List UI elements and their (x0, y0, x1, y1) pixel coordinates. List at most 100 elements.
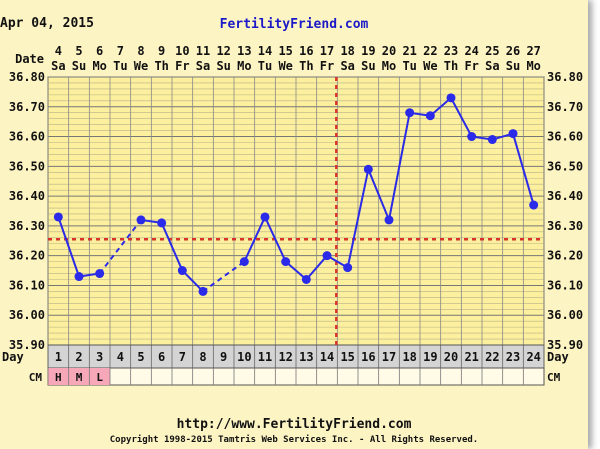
date-label: 15 (278, 44, 292, 58)
temperature-point (74, 272, 84, 282)
y-tick-label-left: 36.50 (9, 159, 45, 173)
temperature-point (363, 164, 373, 174)
series-segment-dashed (98, 219, 142, 275)
series-segment (243, 216, 266, 263)
weekday-label: Su (506, 59, 520, 73)
series-segment (512, 133, 535, 206)
temperature-point (301, 274, 311, 284)
y-tick-label-right: 36.20 (547, 249, 583, 263)
y-tick-label-left: 36.10 (9, 278, 45, 292)
y-tick-label-right: 36.70 (547, 100, 583, 114)
temperature-point (529, 200, 539, 210)
weekday-label: Su (361, 59, 375, 73)
date-label: 9 (158, 44, 165, 58)
cm-value: M (76, 371, 83, 384)
footer-url[interactable]: http://www.FertilityFriend.com (176, 417, 412, 432)
cycle-day-label: 1 (55, 350, 62, 364)
weekday-label: Mo (526, 59, 540, 73)
y-tick-label-left: 36.30 (9, 219, 45, 233)
weekday-label: Sa (196, 59, 210, 73)
footer-copyright: Copyright 1998-2015 Tamtris Web Services… (109, 435, 479, 445)
cycle-day-label: 2 (75, 350, 82, 364)
cycle-day-label: 3 (96, 350, 103, 364)
cycle-day-label: 10 (237, 350, 251, 364)
date-label: 14 (258, 44, 272, 58)
cycle-day-label: 8 (199, 350, 206, 364)
date-label: 20 (382, 44, 396, 58)
temperature-point (446, 93, 456, 103)
date-label: 27 (526, 44, 540, 58)
cycle-day-label: 6 (158, 350, 165, 364)
series-segment (285, 260, 307, 281)
cm-row-label-right: CM (547, 371, 561, 384)
y-tick-label-left: 36.00 (9, 308, 45, 322)
temperature-point (281, 257, 291, 267)
y-tick-label-left: 36.70 (9, 100, 45, 114)
cm-cell-filled (68, 368, 90, 385)
weekday-label: Fr (175, 59, 189, 73)
cycle-day-label: 21 (464, 350, 478, 364)
cycle-day-label: 12 (278, 350, 292, 364)
y-tick-label-right: 36.50 (547, 159, 583, 173)
series-segment (160, 222, 184, 271)
series-segment (264, 216, 287, 263)
cycle-day-label: 9 (220, 350, 227, 364)
date-label: 26 (506, 44, 520, 58)
weekday-label: Fr (320, 59, 334, 73)
series-segment (305, 255, 328, 281)
weekday-label: Mo (92, 59, 106, 73)
cycle-day-label: 14 (320, 350, 334, 364)
cycle-day-label: 24 (526, 350, 540, 364)
weekday-label: Su (72, 59, 86, 73)
temperature-point (95, 269, 105, 279)
y-tick-label-right: 36.00 (547, 308, 583, 322)
cycle-day-label: 22 (485, 350, 499, 364)
date-label: 4 (55, 44, 62, 58)
weekday-label: We (278, 59, 292, 73)
overlay-layer (48, 77, 544, 345)
temperature-point (343, 263, 353, 273)
date-label: 12 (216, 44, 230, 58)
cycle-day-label: 17 (382, 350, 396, 364)
date-label: 10 (175, 44, 189, 58)
temperature-point (467, 132, 477, 142)
temperature-point (384, 215, 394, 225)
day-row-label-left: Day (2, 350, 24, 364)
cycle-day-label: 7 (179, 350, 186, 364)
y-tick-label-right: 36.60 (547, 130, 583, 144)
y-tick-label-left: 36.20 (9, 249, 45, 263)
chart-date: Apr 04, 2015 (0, 16, 94, 31)
date-label: 6 (96, 44, 103, 58)
cycle-day-label: 4 (117, 350, 124, 364)
date-label: 24 (464, 44, 478, 58)
weekday-label: Th (444, 59, 458, 73)
y-tick-label-right: 36.40 (547, 189, 583, 203)
weekday-label: We (423, 59, 437, 73)
temperature-point (487, 135, 497, 145)
y-tick-label-right: 35.90 (547, 338, 583, 352)
cycle-day-label: 16 (361, 350, 375, 364)
cycle-day-label: 13 (299, 350, 313, 364)
temperature-point (260, 212, 270, 222)
temperature-point (53, 212, 63, 222)
date-label: 17 (320, 44, 334, 58)
weekday-label: Fr (464, 59, 478, 73)
temperature-point (322, 251, 332, 261)
weekday-label: Su (216, 59, 230, 73)
temperature-series (53, 93, 539, 296)
weekday-label: Th (154, 59, 168, 73)
cycle-day-label: 19 (423, 350, 437, 364)
y-tick-label-right: 36.30 (547, 219, 583, 233)
date-row-label: Date (15, 52, 44, 66)
temperature-point (198, 286, 208, 296)
date-label: 22 (423, 44, 437, 58)
weekday-label: Mo (382, 59, 396, 73)
temperature-point (177, 266, 187, 276)
cycle-day-label: 15 (340, 350, 354, 364)
weekday-label: Tu (402, 59, 416, 73)
date-label: 25 (485, 44, 499, 58)
temperature-point (157, 218, 167, 228)
grid-layer (47, 76, 545, 346)
temperature-point (425, 111, 435, 121)
